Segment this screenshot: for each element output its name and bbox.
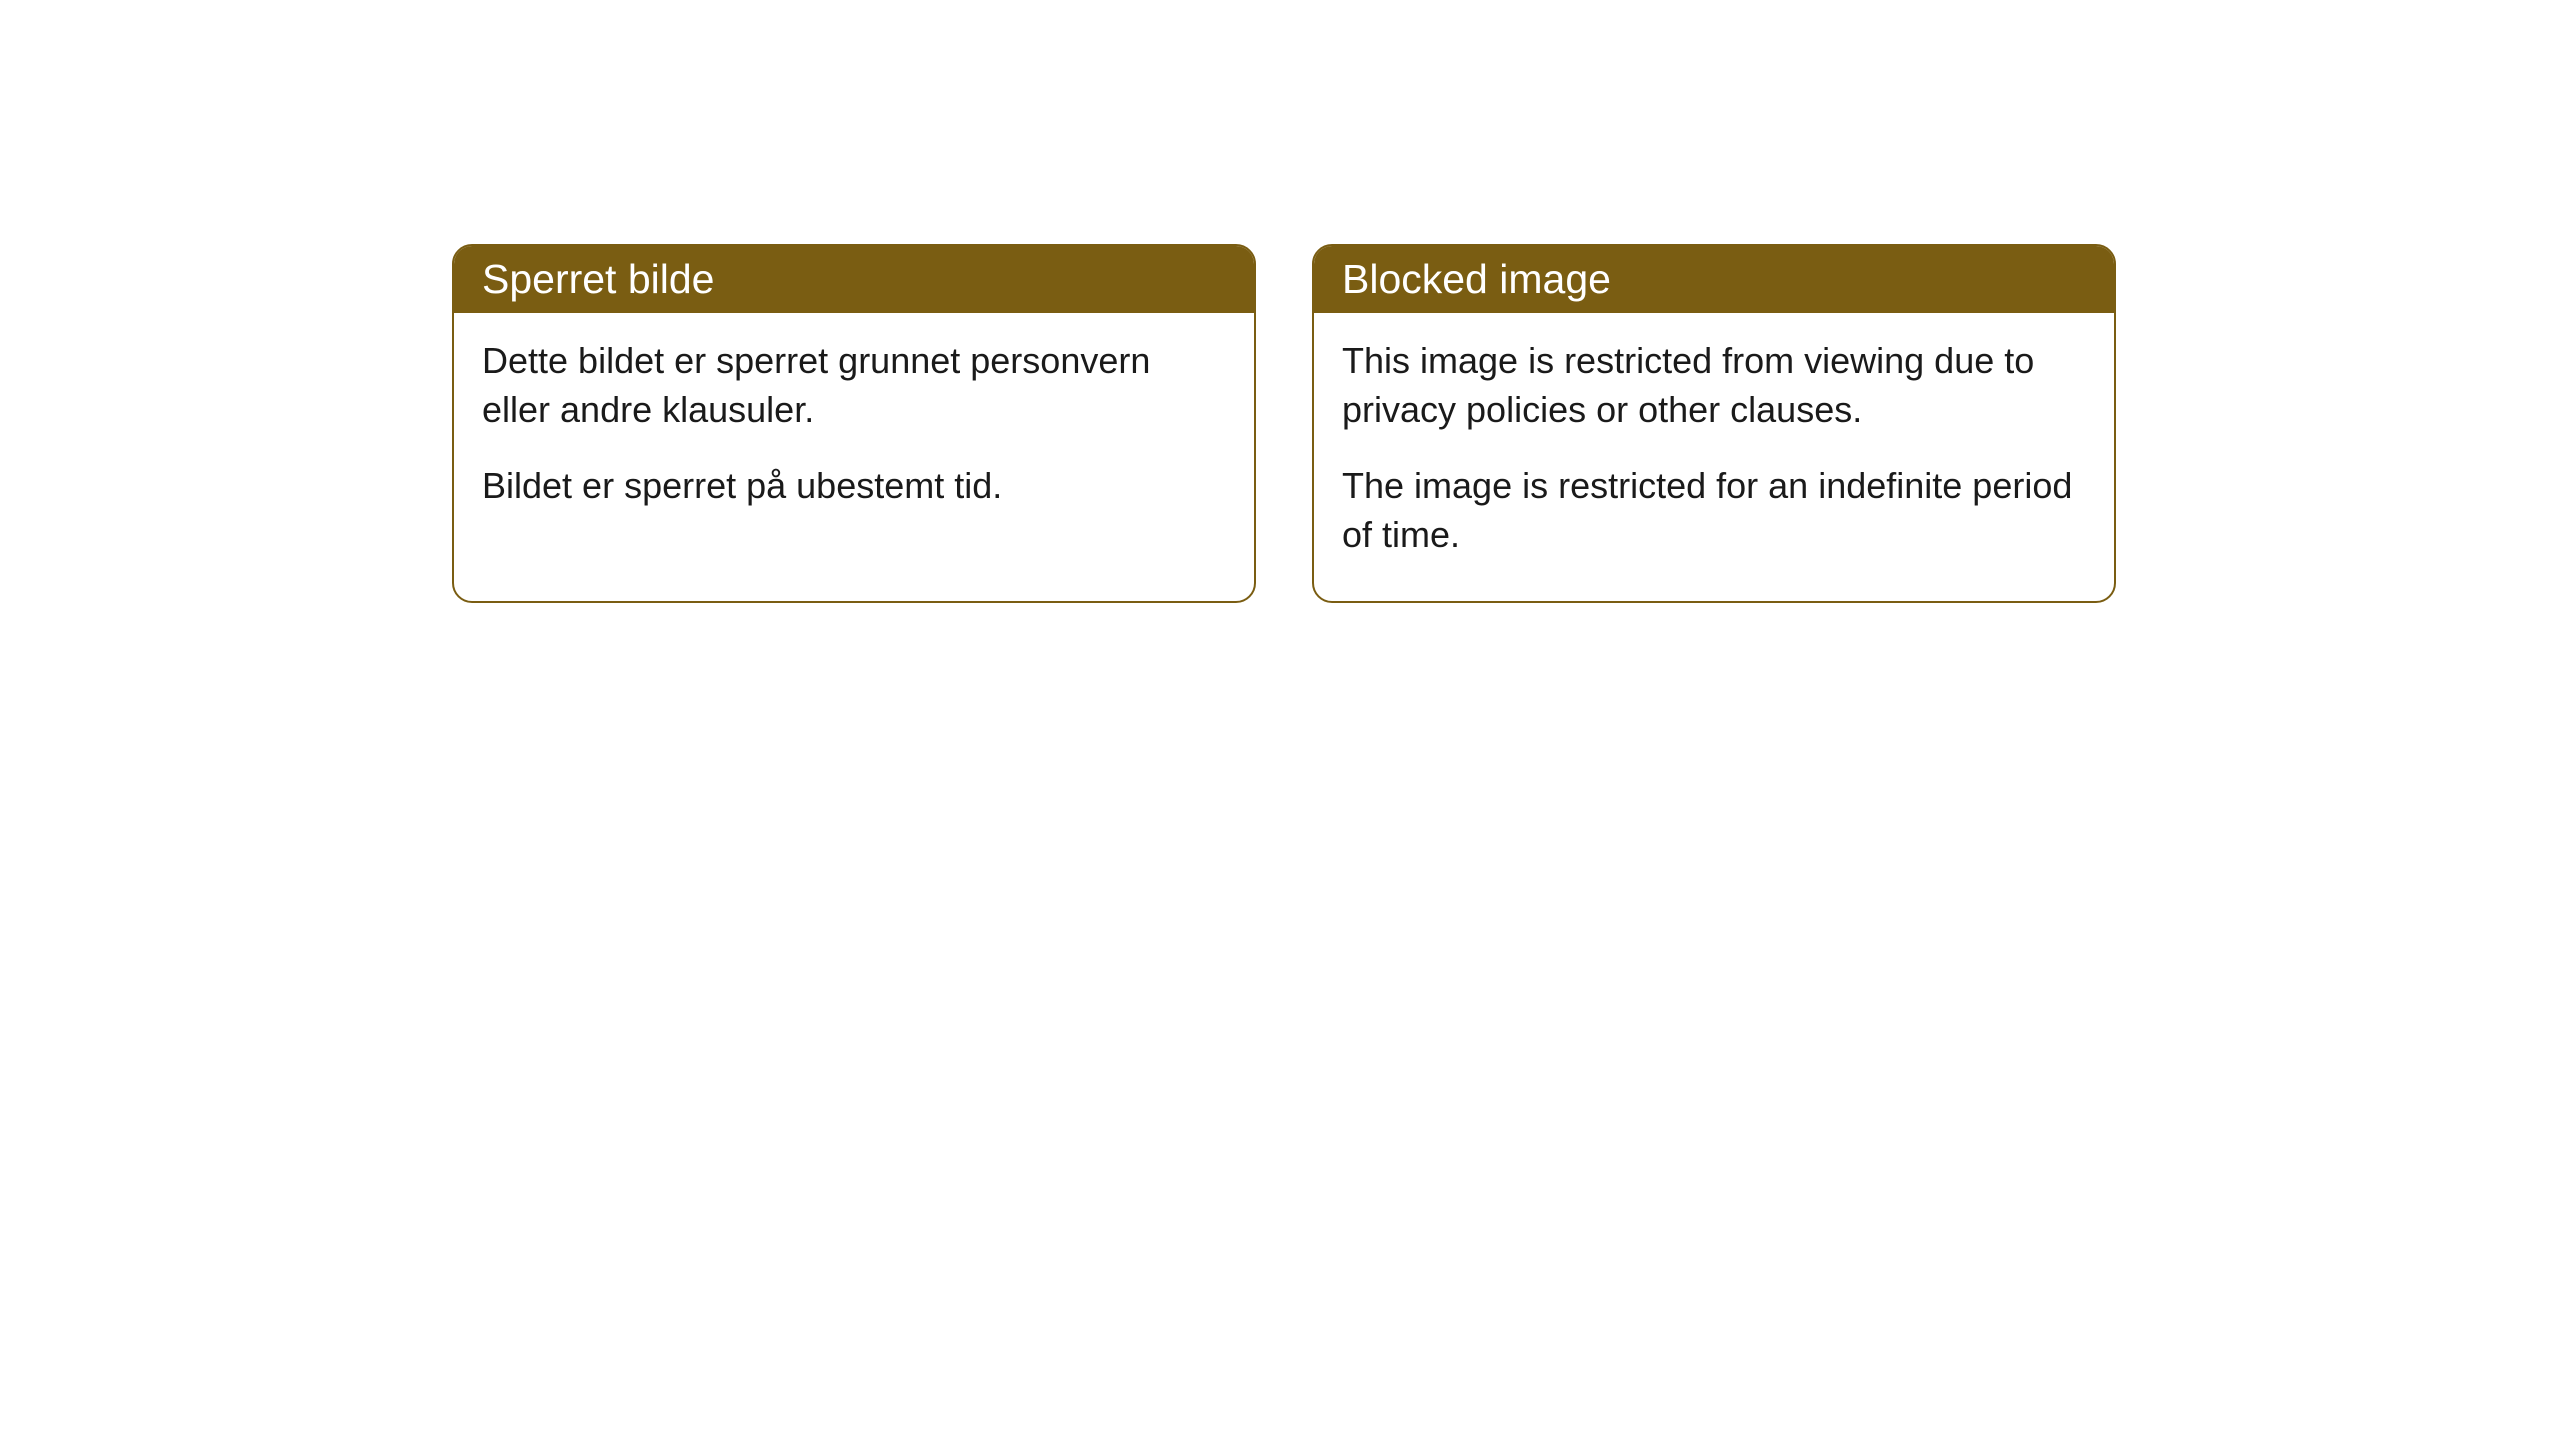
card-paragraph: This image is restricted from viewing du… xyxy=(1342,337,2086,434)
blocked-image-card-english: Blocked image This image is restricted f… xyxy=(1312,244,2116,603)
card-title: Sperret bilde xyxy=(482,256,714,302)
card-body: Dette bildet er sperret grunnet personve… xyxy=(454,313,1254,553)
blocked-image-card-norwegian: Sperret bilde Dette bildet er sperret gr… xyxy=(452,244,1256,603)
card-title: Blocked image xyxy=(1342,256,1611,302)
card-header: Blocked image xyxy=(1314,246,2114,313)
card-header: Sperret bilde xyxy=(454,246,1254,313)
card-paragraph: Bildet er sperret på ubestemt tid. xyxy=(482,462,1226,511)
notice-cards-container: Sperret bilde Dette bildet er sperret gr… xyxy=(452,244,2116,603)
card-paragraph: Dette bildet er sperret grunnet personve… xyxy=(482,337,1226,434)
card-paragraph: The image is restricted for an indefinit… xyxy=(1342,462,2086,559)
card-body: This image is restricted from viewing du… xyxy=(1314,313,2114,601)
